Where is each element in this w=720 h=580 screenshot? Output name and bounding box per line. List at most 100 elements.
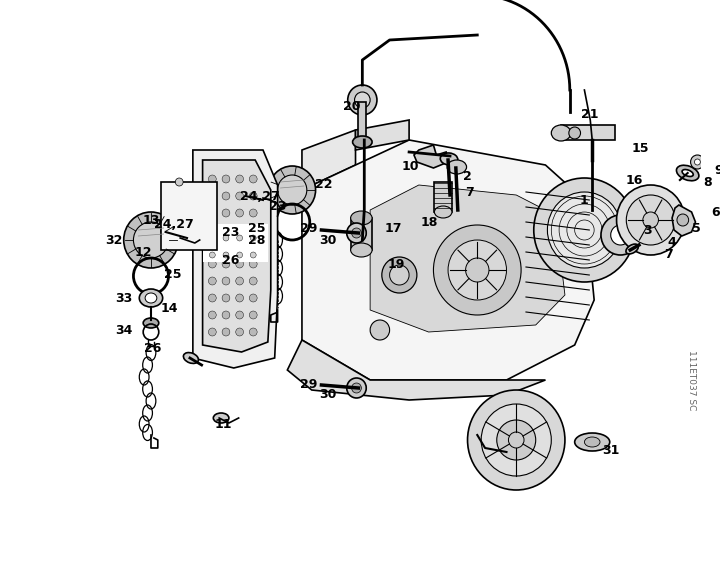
Circle shape [235, 226, 243, 234]
Circle shape [677, 214, 688, 226]
Text: 15: 15 [631, 142, 649, 154]
Text: 8: 8 [703, 176, 712, 190]
Text: 28: 28 [248, 234, 266, 246]
Text: 26: 26 [144, 342, 161, 354]
Circle shape [235, 192, 243, 200]
Text: 9: 9 [714, 164, 720, 176]
Ellipse shape [213, 413, 229, 423]
Circle shape [690, 155, 704, 169]
Circle shape [235, 260, 243, 268]
Circle shape [347, 223, 366, 243]
Text: 23: 23 [269, 200, 287, 212]
Circle shape [222, 260, 230, 268]
Text: 1: 1 [580, 194, 588, 206]
Text: 23: 23 [222, 226, 240, 238]
Polygon shape [356, 120, 409, 150]
Circle shape [222, 192, 230, 200]
Circle shape [235, 277, 243, 285]
Circle shape [269, 166, 315, 214]
Circle shape [278, 175, 307, 205]
Circle shape [249, 328, 257, 336]
Ellipse shape [240, 193, 254, 201]
Circle shape [223, 235, 229, 241]
Text: 30: 30 [320, 234, 337, 246]
Circle shape [626, 195, 675, 245]
Text: 11: 11 [215, 419, 232, 432]
Circle shape [223, 252, 229, 258]
Circle shape [249, 226, 257, 234]
Text: 32: 32 [105, 234, 122, 246]
Circle shape [222, 226, 230, 234]
Ellipse shape [139, 289, 163, 307]
Text: 10: 10 [401, 160, 419, 172]
Circle shape [209, 328, 216, 336]
Circle shape [209, 175, 216, 183]
Text: 29: 29 [300, 222, 318, 234]
Ellipse shape [353, 136, 372, 148]
Circle shape [222, 209, 230, 217]
Text: 20: 20 [343, 100, 360, 113]
Ellipse shape [552, 125, 571, 141]
Circle shape [235, 311, 243, 319]
Text: 14: 14 [161, 302, 179, 314]
Ellipse shape [434, 206, 452, 218]
Circle shape [497, 420, 536, 460]
Circle shape [209, 209, 216, 217]
Circle shape [249, 277, 257, 285]
Text: 25: 25 [163, 269, 181, 281]
Text: 13: 13 [143, 213, 160, 227]
Circle shape [210, 252, 215, 258]
Circle shape [466, 258, 489, 282]
Polygon shape [287, 340, 546, 400]
Circle shape [616, 185, 685, 255]
Circle shape [390, 265, 409, 285]
Bar [202, 224, 268, 262]
Bar [434, 182, 452, 212]
Circle shape [508, 432, 524, 448]
Bar [561, 125, 615, 140]
Circle shape [351, 228, 361, 238]
Circle shape [249, 294, 257, 302]
Circle shape [176, 178, 183, 186]
Circle shape [251, 252, 256, 258]
Circle shape [251, 235, 256, 241]
Ellipse shape [626, 244, 639, 254]
Circle shape [534, 178, 635, 282]
Circle shape [209, 311, 216, 319]
Circle shape [209, 277, 216, 285]
Circle shape [481, 404, 552, 476]
Polygon shape [672, 205, 696, 236]
Text: 30: 30 [320, 387, 337, 401]
Text: 7: 7 [665, 248, 673, 260]
Circle shape [370, 320, 390, 340]
Ellipse shape [440, 153, 458, 165]
Circle shape [643, 212, 659, 228]
Circle shape [222, 328, 230, 336]
Text: 25: 25 [248, 222, 266, 234]
Circle shape [222, 243, 230, 251]
Ellipse shape [682, 169, 693, 176]
Ellipse shape [260, 196, 274, 204]
Text: 34: 34 [115, 324, 132, 336]
Text: 19: 19 [387, 259, 405, 271]
Ellipse shape [351, 211, 372, 225]
Circle shape [569, 127, 580, 139]
Text: 5: 5 [691, 222, 701, 234]
Ellipse shape [447, 160, 467, 174]
Circle shape [222, 294, 230, 302]
Circle shape [235, 209, 243, 217]
Text: 17: 17 [384, 222, 402, 234]
Circle shape [209, 260, 216, 268]
Circle shape [249, 311, 257, 319]
Circle shape [235, 243, 243, 251]
Circle shape [209, 243, 216, 251]
Circle shape [235, 175, 243, 183]
Text: 3: 3 [643, 223, 652, 237]
Circle shape [547, 192, 621, 268]
Circle shape [235, 294, 243, 302]
Text: 2: 2 [463, 169, 472, 183]
Polygon shape [414, 145, 448, 168]
Circle shape [382, 257, 417, 293]
Ellipse shape [161, 229, 174, 237]
Ellipse shape [676, 165, 699, 181]
